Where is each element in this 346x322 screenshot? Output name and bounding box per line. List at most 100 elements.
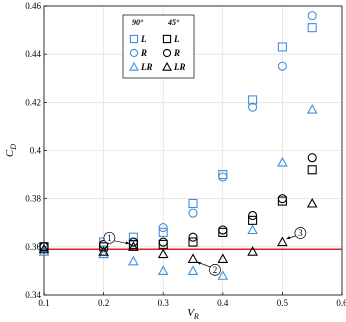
legend-marker — [129, 48, 139, 58]
data-point — [128, 239, 138, 249]
legend-entry: L — [162, 34, 180, 44]
data-point — [158, 227, 168, 237]
y-tick-label: 0.34 — [25, 290, 41, 300]
data-point — [277, 61, 287, 71]
x-axis-label: VR — [187, 307, 199, 321]
data-point — [277, 196, 287, 206]
series-l-45 — [39, 165, 317, 252]
annotation-arrowhead — [197, 261, 201, 265]
legend-marker — [129, 61, 139, 71]
legend-entry: R — [129, 48, 147, 58]
legend-label: R — [140, 48, 147, 58]
annotation-circle — [103, 231, 116, 244]
legend-marker — [162, 34, 172, 44]
data-point — [277, 194, 287, 204]
legend-header: 90° — [132, 18, 144, 27]
legend-label: L — [173, 34, 180, 44]
data-point — [187, 265, 199, 275]
data-point — [39, 242, 49, 252]
data-point — [158, 223, 168, 233]
data-point — [128, 232, 138, 242]
data-point — [157, 265, 169, 275]
data-point — [128, 255, 139, 266]
axis-ticks: 0.1 0.2 0.3 0.4 0.5 0.6 0.34 0.36 0.38 0.4 0.42 0.4… — [25, 1, 346, 308]
data-point — [188, 237, 198, 247]
series-r-45 — [39, 153, 317, 252]
data-point — [277, 236, 288, 247]
annotation-2: 2 — [196, 261, 221, 276]
data-point — [98, 246, 109, 256]
data-point — [307, 23, 317, 33]
y-tick-label: 0.4 — [30, 146, 42, 156]
data-marks — [38, 11, 318, 280]
data-point — [38, 243, 50, 254]
data-point — [218, 225, 228, 235]
series-lr-45 — [38, 197, 318, 263]
data-point — [217, 270, 229, 280]
annotation-circle — [209, 264, 221, 276]
annotation-label: 3 — [298, 228, 303, 238]
data-point — [188, 198, 198, 209]
legend-entry: R — [162, 48, 180, 58]
data-point — [277, 42, 287, 52]
legend-entry: L — [129, 34, 147, 44]
x-tick-label: 0.5 — [277, 298, 289, 308]
y-tick-label: 0.38 — [25, 194, 41, 204]
annotations: 1 2 3 — [103, 227, 307, 276]
y-axis-label: CD — [4, 144, 18, 157]
data-point — [247, 224, 258, 235]
data-point — [248, 215, 258, 225]
y-tick-label: 0.44 — [25, 49, 41, 59]
data-point — [218, 227, 228, 237]
legend-label: R — [173, 48, 180, 58]
legend-marker — [129, 34, 139, 44]
x-tick-label: 0.6 — [336, 298, 346, 308]
data-point — [158, 237, 168, 247]
data-point — [188, 232, 198, 242]
annotation-circle — [294, 227, 307, 239]
data-point — [247, 246, 258, 256]
legend-label: L — [140, 34, 147, 44]
annotation-1: 1 — [103, 231, 130, 245]
annotation-arrowhead — [125, 241, 130, 245]
data-point — [128, 241, 139, 251]
x-tick-label: 0.4 — [217, 298, 229, 308]
annotation-label: 1 — [107, 233, 112, 243]
data-point — [99, 239, 109, 249]
data-point — [277, 157, 288, 167]
x-tick-label: 0.2 — [98, 298, 109, 308]
data-point — [217, 253, 229, 263]
x-tick-label: 0.1 — [38, 298, 49, 308]
y-tick-label: 0.46 — [25, 1, 41, 11]
data-point — [307, 11, 317, 21]
legend-entry: LR — [162, 61, 186, 72]
legend-marker — [162, 61, 172, 71]
legend-label: LR — [173, 62, 186, 72]
legend-header: 45° — [167, 18, 180, 27]
data-point — [248, 210, 258, 221]
legend-label: LR — [140, 62, 153, 72]
data-point — [307, 165, 317, 175]
data-point — [307, 153, 317, 163]
x-tick-label: 0.3 — [158, 298, 170, 308]
data-point — [306, 197, 318, 208]
data-point — [128, 237, 138, 247]
annotation-arrowhead — [286, 236, 291, 240]
annotation-label: 2 — [213, 265, 218, 275]
y-tick-label: 0.36 — [25, 242, 41, 252]
legend-marker — [162, 48, 172, 58]
data-point — [98, 248, 109, 259]
axis-labels: VR CD — [4, 144, 199, 321]
data-point — [248, 95, 258, 105]
data-point — [306, 104, 318, 114]
legend-box — [122, 14, 195, 79]
data-point — [158, 239, 168, 249]
y-tick-label: 0.42 — [25, 97, 41, 107]
series-lr-90 — [38, 104, 318, 280]
data-point — [218, 172, 228, 182]
data-point — [248, 102, 258, 112]
data-point — [218, 170, 228, 180]
data-point — [99, 242, 109, 252]
